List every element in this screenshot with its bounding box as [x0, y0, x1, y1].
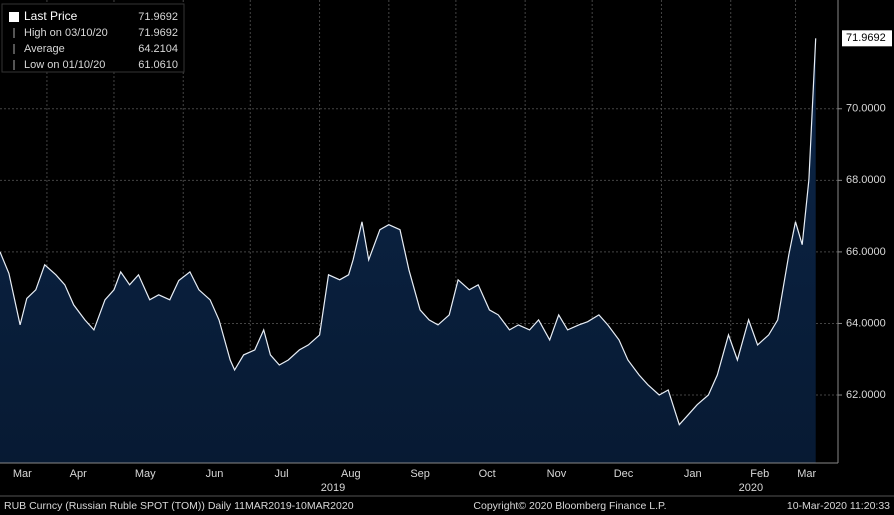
- legend-value: 61.0610: [138, 59, 178, 71]
- plot-area: [0, 0, 838, 464]
- price-line: [0, 38, 817, 426]
- x-tick-label: Jun: [206, 468, 224, 480]
- legend-value: 71.9692: [138, 11, 178, 23]
- x-year-label: 2020: [739, 482, 763, 494]
- x-tick-label: May: [135, 468, 156, 480]
- legend-label: Average: [24, 43, 65, 55]
- x-tick-label: Feb: [750, 468, 769, 480]
- footer-right: 10-Mar-2020 11:20:33: [787, 500, 890, 512]
- y-tick-label: 64.0000: [846, 317, 886, 329]
- last-price-tag: [842, 30, 892, 47]
- y-tick-label: 66.0000: [846, 246, 886, 258]
- last-price-label: 71.9692: [846, 32, 886, 44]
- x-tick-label: Jul: [275, 468, 289, 480]
- x-tick-label: Dec: [614, 468, 634, 480]
- x-tick-label: Sep: [410, 468, 430, 480]
- price-area: [0, 38, 816, 464]
- legend-label: Low on 01/10/20: [24, 59, 105, 71]
- x-tick-label: Oct: [479, 468, 496, 480]
- y-tick-label: 68.0000: [846, 174, 886, 186]
- legend-value: 71.9692: [138, 27, 178, 39]
- x-tick-label: Nov: [547, 468, 567, 480]
- x-tick-label: Aug: [341, 468, 361, 480]
- footer-center: Copyright© 2020 Bloomberg Finance L.P.: [473, 500, 666, 512]
- x-tick-label: Mar: [797, 468, 816, 480]
- legend-value: 64.2104: [138, 43, 178, 55]
- legend-swatch: [9, 12, 19, 22]
- x-year-label: 2019: [321, 482, 345, 494]
- legend-label: Last Price: [24, 9, 78, 23]
- x-tick-label: Mar: [13, 468, 32, 480]
- y-tick-label: 62.0000: [846, 389, 886, 401]
- y-tick-label: 70.0000: [846, 103, 886, 115]
- legend-label: High on 03/10/20: [24, 27, 108, 39]
- x-tick-label: Jan: [684, 468, 702, 480]
- x-tick-label: Apr: [70, 468, 87, 480]
- footer-left: RUB Curncy (Russian Ruble SPOT (TOM)) Da…: [4, 500, 354, 512]
- legend-box: [1, 3, 185, 73]
